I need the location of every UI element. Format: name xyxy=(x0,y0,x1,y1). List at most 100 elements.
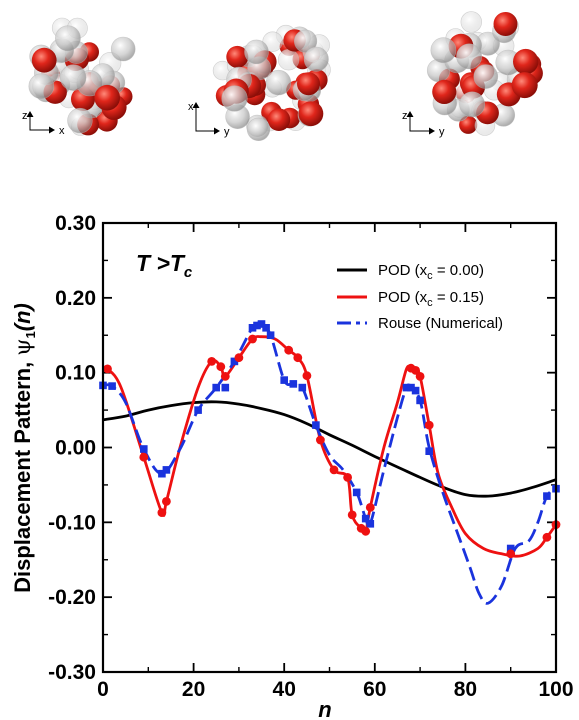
rouse-square-marker xyxy=(352,488,361,497)
x-tick-label: 80 xyxy=(454,678,477,701)
grey-monomer-sphere xyxy=(473,64,499,89)
red-monomer-sphere xyxy=(493,12,518,36)
snapshot-3-cluster xyxy=(426,11,543,136)
grey-monomer-sphere xyxy=(459,91,486,118)
rouse-square-marker xyxy=(212,383,220,392)
rouse-square-marker xyxy=(366,520,375,528)
snapshot-3-horizontal-axis-label: y xyxy=(439,126,445,138)
y-axis-label: Displacement Pattern, ψ1(n) xyxy=(10,303,38,593)
pod-015-circle-marker xyxy=(157,508,167,517)
grey-monomer-sphere xyxy=(430,37,457,64)
pod-015-circle-marker xyxy=(103,364,112,374)
rouse-square-marker xyxy=(221,383,230,392)
red-monomer-sphere xyxy=(513,48,539,75)
x-tick-label: 20 xyxy=(182,678,205,701)
snapshot-1-axes: z x xyxy=(22,110,65,137)
grey-monomer-sphere xyxy=(221,85,248,112)
pod-015-circle-marker xyxy=(162,497,171,506)
rouse-square-marker xyxy=(248,324,257,332)
red-monomer-sphere xyxy=(267,108,291,131)
rouse-square-marker xyxy=(194,406,202,414)
pod-015-circle-marker xyxy=(506,549,516,559)
red-monomer-sphere xyxy=(511,72,538,99)
y-tick-label: -0.30 xyxy=(48,661,96,684)
y-tick-labels: 0.30 0.20 0.10 0.00 -0.10 -0.20 -0.30 xyxy=(48,212,96,684)
pod-015-circle-marker xyxy=(293,353,303,363)
rouse-square-marker xyxy=(416,396,424,405)
grey-monomer-sphere xyxy=(59,64,87,91)
grey-monomer-sphere xyxy=(460,11,482,33)
rouse-square-marker xyxy=(257,320,266,328)
grey-monomer-sphere xyxy=(303,46,329,72)
y-tick-label: 0.20 xyxy=(55,287,96,310)
x-tick-label: 40 xyxy=(273,678,296,701)
grey-monomer-sphere xyxy=(294,29,318,53)
rouse-square-marker xyxy=(543,492,551,500)
rouse-square-marker xyxy=(162,466,171,474)
snapshot-3-vertical-axis-label: z xyxy=(402,110,408,122)
pod-015-circle-marker xyxy=(415,372,425,381)
y-tick-label: -0.20 xyxy=(48,586,96,609)
pod-015-circle-marker xyxy=(365,503,375,512)
rouse-square-marker xyxy=(280,376,288,384)
snapshot-2-vertical-axis-label: x xyxy=(188,101,194,113)
chart: 0.30 0.20 0.10 0.00 -0.10 -0.20 -0.30 0 20 40 60 8… xyxy=(10,212,574,720)
grey-monomer-sphere xyxy=(265,69,292,96)
grey-monomer-sphere xyxy=(28,73,55,99)
x-axis-label: n xyxy=(318,697,331,720)
rouse-square-marker xyxy=(140,445,148,453)
legend: POD (xc = 0.00) POD (xc = 0.15) Rouse (N… xyxy=(337,262,503,332)
red-monomer-sphere xyxy=(226,45,249,68)
rouse-square-marker xyxy=(407,383,415,392)
pod-015-circle-marker xyxy=(411,366,420,375)
red-monomer-sphere xyxy=(297,72,320,96)
pod-015-circle-marker xyxy=(216,362,226,372)
y-tick-label: 0.10 xyxy=(55,362,96,385)
pod-015-circle-marker xyxy=(343,473,352,482)
red-monomer-sphere xyxy=(432,79,457,104)
rouse-square-marker xyxy=(298,383,307,392)
pod-015-circle-marker xyxy=(347,510,357,520)
grey-monomer-sphere xyxy=(277,49,300,71)
pod-015-circle-marker xyxy=(329,465,339,475)
rouse-square-marker xyxy=(506,544,515,553)
rouse-square-marker xyxy=(158,469,166,478)
red-monomer-sphere xyxy=(298,101,324,127)
y-tick-label: 0.00 xyxy=(55,437,96,460)
snapshot-1-cluster xyxy=(28,17,136,136)
y-tick-label: -0.10 xyxy=(48,511,96,534)
rouse-square-marker xyxy=(266,331,275,339)
pod-015-circle-marker xyxy=(361,526,371,536)
pod-015-circle-marker xyxy=(542,532,552,542)
marker-layer xyxy=(99,320,561,559)
legend-label-pod-015: POD (xc = 0.15) xyxy=(378,289,484,309)
pod-015-circle-marker xyxy=(424,420,434,430)
rouse-square-marker xyxy=(425,447,433,455)
rouse-square-marker xyxy=(253,321,261,330)
pod-015-circle-marker xyxy=(139,452,149,462)
rouse-square-marker xyxy=(402,383,411,392)
snapshot-2-axes: x y xyxy=(188,101,230,138)
rouse-square-marker xyxy=(411,386,420,395)
molecular-snapshots: z x x y z y xyxy=(22,11,543,142)
rouse-square-marker xyxy=(262,324,270,332)
plot-frame xyxy=(101,221,558,674)
red-monomer-sphere xyxy=(94,84,120,111)
legend-label-pod-0: POD (xc = 0.00) xyxy=(378,262,484,282)
grey-monomer-sphere xyxy=(67,107,93,134)
x-tick-labels: 0 20 40 60 80 100 xyxy=(97,678,573,701)
x-tick-label: 100 xyxy=(538,678,573,701)
pod-015-circle-marker xyxy=(234,353,244,363)
pod-015-circle-marker xyxy=(207,357,217,366)
grey-monomer-sphere xyxy=(244,39,269,65)
y-tick-label: 0.30 xyxy=(55,212,96,235)
snapshot-2-horizontal-axis-label: y xyxy=(224,126,230,138)
temperature-annotation: T >Tc xyxy=(136,250,193,281)
rouse-square-marker xyxy=(108,382,116,390)
red-monomer-sphere xyxy=(31,47,57,73)
legend-label-rouse: Rouse (Numerical) xyxy=(378,315,503,332)
rouse-square-marker xyxy=(312,421,320,429)
snapshot-2-cluster xyxy=(212,24,331,142)
pod-015-circle-marker xyxy=(284,345,294,355)
